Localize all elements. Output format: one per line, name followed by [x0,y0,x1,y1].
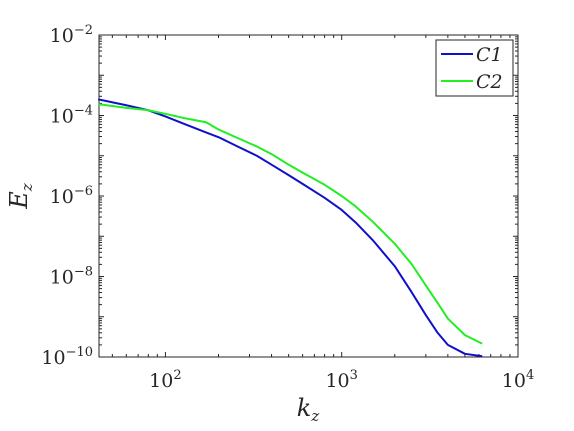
y-tick-label-base: 10 [50,186,74,208]
y-tick-label: 10−10 [41,345,93,369]
ticks [99,34,519,358]
series-line-c1 [98,98,483,358]
x-tick-label-base: 10 [149,370,173,392]
y-tick-label-base: 10 [50,106,74,128]
y-tick-label: 10−2 [50,23,93,47]
y-tick-label-exponent: −2 [74,23,93,38]
y-tick-label-exponent: −4 [74,104,93,119]
y-tick-label-exponent: −8 [74,265,93,280]
series-line-c2 [98,103,483,345]
x-tick-label: 102 [149,368,181,392]
y-axis-label-subscript: z [18,183,36,192]
x-axis-label-base: k [297,394,312,422]
y-axis-label: Ez [5,183,36,210]
series-lines [98,98,483,358]
y-tick-label-exponent: −10 [66,345,93,360]
x-tick-label-exponent: 4 [526,368,534,383]
legend-label-c2: C2 [476,71,503,93]
legend: C1 C2 [435,39,514,97]
y-tick-label-exponent: −6 [74,184,93,199]
y-tick-label: 10−8 [50,265,93,289]
x-tick-label: 103 [325,368,357,392]
y-tick-label: 10−4 [50,104,93,128]
legend-box [435,39,514,97]
legend-label-c1: C1 [476,44,503,66]
x-tick-label-base: 10 [325,370,349,392]
y-axis-label-base: E [5,191,33,210]
x-tick-label: 104 [502,368,534,392]
x-axis-label: kz [297,394,320,425]
x-tick-label-exponent: 3 [350,368,358,383]
x-tick-label-base: 10 [502,370,526,392]
x-tick-label-exponent: 2 [173,368,181,383]
y-tick-label-base: 10 [50,267,74,289]
y-tick-label-base: 10 [41,347,65,369]
y-tick-label: 10−6 [50,184,93,208]
y-tick-label-base: 10 [50,25,74,47]
x-axis-label-subscript: z [310,407,319,425]
